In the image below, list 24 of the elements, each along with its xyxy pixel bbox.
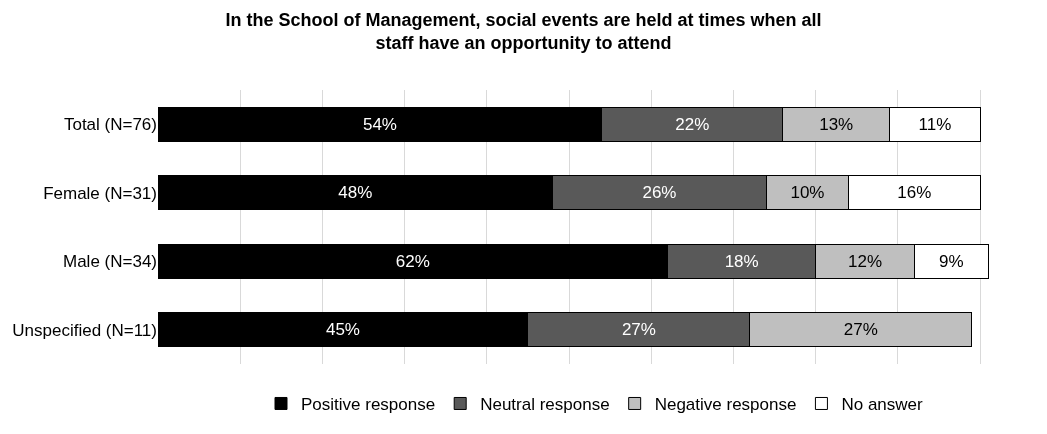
legend-label: Neutral response	[480, 395, 610, 415]
data-label: 18%	[724, 251, 759, 271]
data-label: 9%	[939, 251, 964, 271]
legend-label: Positive response	[301, 395, 436, 415]
data-label: 62%	[395, 251, 430, 271]
data-label: 26%	[642, 183, 677, 203]
data-label: 16%	[897, 183, 932, 203]
y-tick-label: Female (N=31)	[43, 183, 157, 203]
y-tick-label: Unspecified (N=11)	[12, 320, 157, 340]
data-label: 12%	[847, 251, 882, 271]
legend-label: Negative response	[654, 395, 797, 415]
data-label: 45%	[325, 320, 360, 340]
data-label: 10%	[790, 183, 825, 203]
data-label: 22%	[675, 114, 710, 134]
y-tick-label: Male (N=34)	[62, 252, 157, 272]
data-label: 11%	[918, 114, 952, 134]
chart-title: In the School of Management, social events are held at times when all staff have an opportunity to attend	[225, 10, 822, 54]
data-label: 27%	[843, 320, 878, 340]
data-label: 54%	[362, 114, 397, 134]
data-label: 27%	[621, 320, 656, 340]
data-label: 13%	[819, 114, 854, 134]
y-tick-label: Total (N=76)	[63, 115, 157, 135]
legend-label: No answer	[841, 395, 924, 415]
data-label: 48%	[338, 183, 373, 203]
